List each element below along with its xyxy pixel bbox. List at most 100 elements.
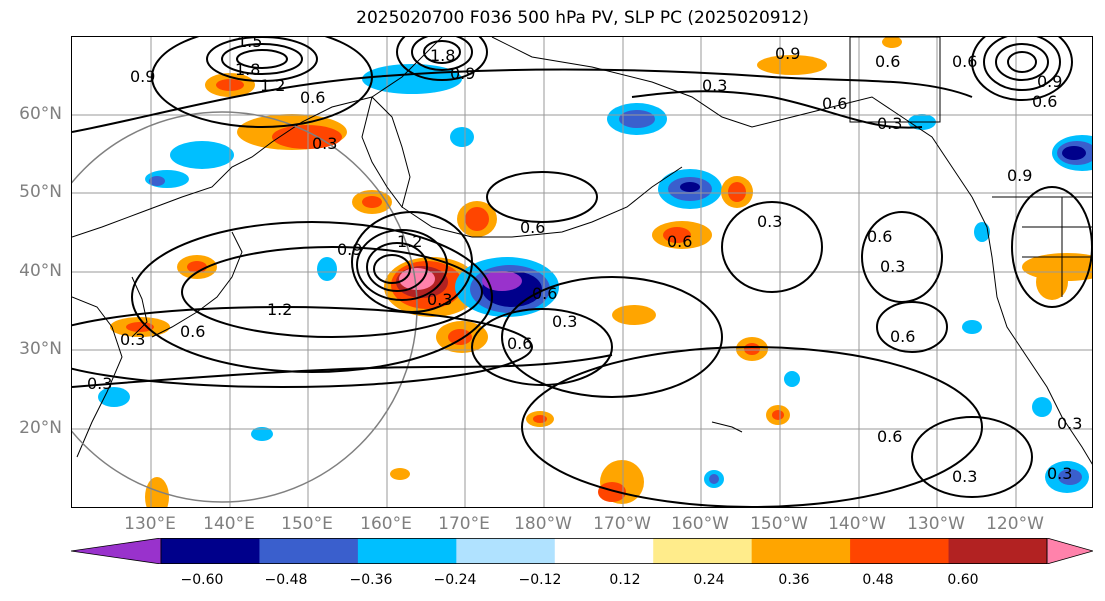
slp-contour [206,37,318,82]
lon-label-140w: 140°W [828,514,886,534]
lat-label-20n: 20°N [19,418,62,438]
lon-label-140e: 140°E [203,514,255,534]
slp-contour [72,68,973,133]
asia-coastline [72,37,443,238]
slp-contour [876,301,948,353]
contour-label: 0.6 [520,218,545,237]
colorbar-tick-label: 0.24 [693,572,725,588]
contour-label: 1.2 [260,76,285,95]
korea-coast [131,276,148,338]
positive-anomaly [757,55,827,75]
positive-anomaly [598,482,626,502]
lat-label-40n: 40°N [19,261,62,281]
contour-label: 1.2 [397,232,422,251]
positive-anomaly [187,261,207,273]
positive-anomaly [390,468,410,480]
lon-label-130w: 130°W [907,514,965,534]
slp-contour [411,37,473,71]
contour-label: 1.5 [237,37,262,51]
positive-anomaly [744,343,760,355]
colorbar [71,538,1093,564]
positive-anomaly [882,37,902,48]
colorbar-segment [653,538,753,564]
positive-anomaly [728,182,746,202]
contour-label: 0.6 [180,322,205,341]
analysis-circle [72,111,418,503]
map-title: 2025020700 F036 500 hPa PV, SLP PC (2025… [356,8,809,28]
contour-label: 1.8 [235,60,260,79]
contour-label: 0.6 [667,232,692,251]
negative-anomaly [619,110,655,128]
contour-label: 0.9 [450,64,475,83]
colorbar-segment [259,538,359,564]
slp-contour [521,346,983,507]
slp-contour [721,201,823,293]
colorbar-segment [456,538,556,564]
slp-contour [423,40,461,64]
positive-anomaly [1036,264,1068,300]
lon-label-180w: 180°W [514,514,572,534]
contour-label: 0.6 [890,327,915,346]
lat-label-30n: 30°N [19,339,62,359]
positive-anomaly [465,207,489,231]
contour-labels: 1.5 1.8 1.2 0.9 0.6 0.3 1.8 0.9 0.3 0.6 … [87,37,1082,486]
coastlines [72,37,1092,465]
lat-label-50n: 50°N [19,182,62,202]
slp-contour [501,276,723,398]
contour-label: 0.3 [757,212,782,231]
slp-contour [995,43,1049,81]
slp-contour [373,254,411,284]
contour-label: 0.9 [1037,72,1062,91]
positive-anomaly [612,305,656,325]
slp-contour [236,49,288,69]
contour-label: 0.3 [312,134,337,153]
contour-label: 0.9 [130,67,155,86]
negative-anomaly [784,371,800,387]
contour-label: 0.3 [1047,464,1072,483]
contour-label: 0.6 [875,52,900,71]
slp-contour [1011,186,1092,308]
graticule [72,37,1092,507]
colorbar-tick-label: −0.24 [433,572,477,588]
lon-label-150e: 150°E [281,514,333,534]
china-coast [72,296,123,458]
negative-anomaly [149,176,165,186]
contour-label: 0.3 [877,114,902,133]
lon-label-150w: 150°W [750,514,808,534]
negative-anomaly [450,127,474,147]
contour-label: 0.3 [702,76,727,95]
contour-label: 0.9 [775,44,800,63]
slp-contour [72,354,613,388]
negative-anomaly [680,182,700,192]
negative-anomaly [962,320,982,334]
lat-label-60n: 60°N [19,104,62,124]
slp-contour [631,90,923,129]
slp-contour [396,37,488,81]
contour-label: 0.9 [337,240,362,259]
colorbar-segment [554,538,654,564]
contour-label: 0.6 [1032,92,1057,111]
slp-contour [72,306,533,388]
map-panel[interactable]: 1.5 1.8 1.2 0.9 0.6 0.3 1.8 0.9 0.3 0.6 … [71,36,1093,508]
contour-label: 1.2 [267,300,292,319]
contour-label: 0.6 [300,88,325,107]
lon-label-160e: 160°E [360,514,412,534]
lon-label-130e: 130°E [124,514,176,534]
positive-anomaly [145,477,169,507]
slp-contour [486,171,598,223]
positive-anomaly [317,257,337,281]
contour-label: 0.6 [877,427,902,446]
colorbar-segment [751,538,851,564]
slp-contour [356,229,448,301]
contour-label: 0.3 [120,330,145,349]
colorbar-tick-label: −0.12 [518,572,562,588]
contour-label: 0.3 [427,290,452,309]
positive-anomaly [533,415,547,423]
negative-anomaly [1062,146,1086,160]
lon-label-170w: 170°W [593,514,651,534]
japan-coast [151,231,243,338]
contour-label: 0.6 [532,284,557,303]
slp-contour [1007,51,1037,73]
negative-anomaly [170,141,234,169]
colorbar-segment [948,538,1048,564]
